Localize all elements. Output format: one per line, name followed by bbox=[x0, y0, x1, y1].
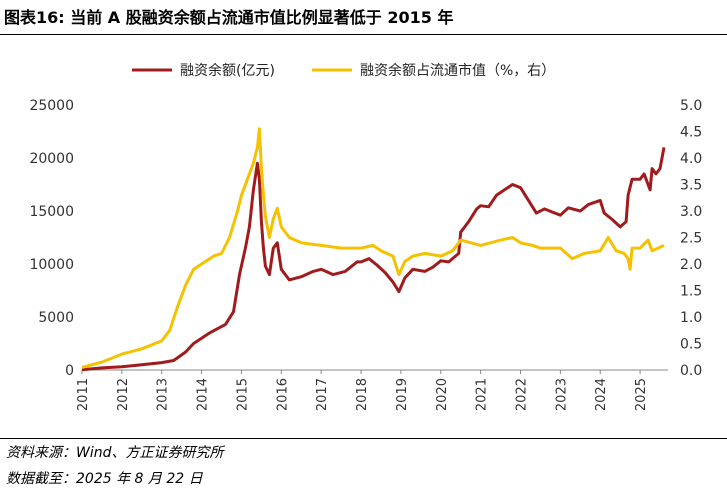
legend-label-ratio: 融资余额占流通市值（%，右） bbox=[360, 62, 555, 79]
x-tick-label: 2015 bbox=[235, 378, 250, 411]
x-tick-label: 2022 bbox=[515, 378, 530, 411]
series-lines bbox=[81, 127, 666, 372]
y-right-tick-label: 0.0 bbox=[680, 363, 702, 379]
y-left-tick-label: 10000 bbox=[29, 257, 74, 273]
y-right-tick-label: 2.5 bbox=[680, 231, 702, 247]
financing-balance-line bbox=[81, 147, 666, 372]
x-tick-label: 2024 bbox=[594, 378, 609, 411]
y-left-tick-label: 5000 bbox=[38, 310, 74, 326]
legend: 融资余额(亿元) 融资余额占流通市值（%，右） bbox=[132, 62, 555, 79]
financing-ratio-line bbox=[81, 127, 665, 369]
page-title: 图表16: 当前 A 股融资余额占流通市值比例显著低于 2015 年 bbox=[4, 8, 454, 27]
y-right-tick-label: 3.5 bbox=[680, 178, 702, 194]
y-right-tick-label: 4.0 bbox=[680, 151, 702, 167]
date-note: 数据截至：2025 年 8 月 22 日 bbox=[6, 471, 203, 487]
y-right-tick-label: 1.0 bbox=[680, 310, 702, 326]
x-tick-label: 2013 bbox=[156, 378, 171, 411]
x-tick-label: 2016 bbox=[275, 378, 290, 411]
footer-divider bbox=[0, 438, 727, 439]
y-right-tick-label: 2.0 bbox=[680, 257, 702, 273]
chart: 融资余额(亿元) 融资余额占流通市值（%，右） 0 5000 10000 15000 20… bbox=[29, 62, 702, 411]
x-tick-label: 2025 bbox=[634, 378, 649, 411]
x-tick-label: 2018 bbox=[355, 378, 370, 411]
legend-label-balance: 融资余额(亿元) bbox=[180, 62, 275, 79]
y-left-tick-label: 15000 bbox=[29, 204, 74, 220]
x-tick-label: 2020 bbox=[435, 378, 450, 411]
x-tick-label: 2023 bbox=[554, 378, 569, 411]
y-right-tick-label: 3.0 bbox=[680, 204, 702, 220]
x-tick-label: 2021 bbox=[475, 378, 490, 411]
title-divider bbox=[0, 34, 727, 35]
x-tick-label: 2012 bbox=[116, 378, 131, 411]
source-note: 资料来源：Wind、方正证券研究所 bbox=[6, 445, 224, 461]
y-left-tick-label: 0 bbox=[65, 363, 74, 379]
axes: 0 5000 10000 15000 20000 25000 0.0 0.5 1.0 1.5 2.0… bbox=[29, 98, 702, 411]
y-right-tick-label: 1.5 bbox=[680, 284, 702, 300]
y-right-tick-label: 0.5 bbox=[680, 337, 702, 353]
x-tick-label: 2014 bbox=[196, 378, 211, 411]
x-tick-label: 2017 bbox=[315, 378, 330, 411]
y-left-tick-label: 20000 bbox=[29, 151, 74, 167]
y-left-tick-label: 25000 bbox=[29, 98, 74, 114]
x-tick-label: 2011 bbox=[76, 378, 91, 411]
x-tick-label: 2019 bbox=[395, 378, 410, 411]
y-right-tick-label: 5.0 bbox=[680, 98, 702, 114]
y-right-tick-label: 4.5 bbox=[680, 125, 702, 141]
